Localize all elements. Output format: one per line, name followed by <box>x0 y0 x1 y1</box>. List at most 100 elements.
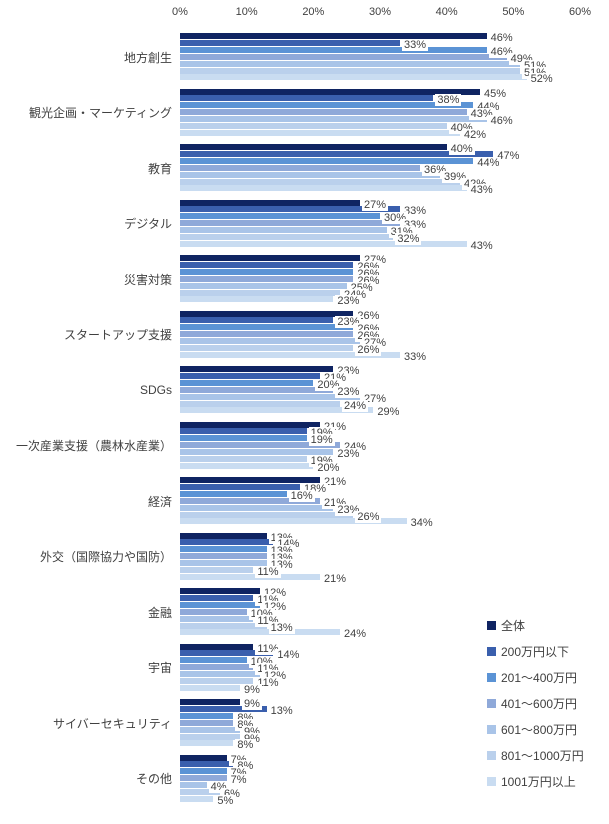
bar <box>180 178 460 185</box>
bar <box>180 400 340 407</box>
bar-value-label: 16% <box>288 489 315 502</box>
bar-value-label: 13% <box>268 704 295 717</box>
bar <box>180 567 254 573</box>
bar <box>180 643 254 650</box>
bar <box>180 553 267 560</box>
bar <box>180 594 254 601</box>
bar <box>180 699 240 705</box>
bar <box>180 199 360 206</box>
bar <box>180 775 227 782</box>
bar <box>180 268 354 275</box>
bar <box>180 719 234 726</box>
bar <box>180 157 474 164</box>
bar <box>180 726 240 733</box>
bar <box>180 435 307 442</box>
bar <box>180 490 287 497</box>
bar <box>180 372 320 379</box>
category-label: 教育 <box>147 161 172 176</box>
bar <box>180 351 400 358</box>
bar <box>180 705 267 712</box>
bar-value-label: 9% <box>242 698 262 710</box>
x-tick-label: 20% <box>302 6 325 18</box>
bar-value-label: 43% <box>468 108 495 121</box>
bar <box>180 768 227 775</box>
bar-value-label: 27% <box>362 198 389 211</box>
bar <box>180 442 340 449</box>
legend-swatch <box>487 698 496 708</box>
bar <box>180 282 347 289</box>
bar <box>180 171 440 178</box>
category-label: 災害対策 <box>123 272 172 287</box>
bar-value-label: 26% <box>355 344 382 356</box>
legend-item: 801～1000万円 <box>487 742 584 768</box>
bar <box>180 684 240 691</box>
x-tick-label: 60% <box>568 6 592 18</box>
bar-value-label: 26% <box>355 309 382 322</box>
bar-value-label: 23% <box>335 385 362 398</box>
bar <box>180 504 334 511</box>
bar-value-label: 23% <box>335 503 362 516</box>
bar-value-label: 43% <box>468 184 495 197</box>
bar-value-label: 5% <box>215 794 236 807</box>
x-tick-label: 50% <box>502 6 525 18</box>
bar-value-label: 13% <box>268 621 295 634</box>
bar <box>180 164 420 171</box>
category-label: 金融 <box>147 605 172 620</box>
x-tick-label: 0% <box>172 6 188 18</box>
bar-value-label: 23% <box>335 295 362 308</box>
category-label: デジタル <box>124 217 172 232</box>
bar <box>180 144 447 150</box>
bar-value-label: 7% <box>228 774 249 787</box>
bar <box>180 53 507 60</box>
bar-value-label: 21% <box>322 572 349 585</box>
bar <box>180 588 260 594</box>
bar <box>180 296 334 303</box>
bar-value-label: 20% <box>315 378 342 391</box>
bar <box>180 240 467 247</box>
bar <box>180 116 487 123</box>
bar <box>180 407 374 414</box>
bar <box>180 220 400 227</box>
bar-value-label: 30% <box>382 212 409 225</box>
bar <box>180 366 334 372</box>
bar <box>180 650 274 657</box>
bar-value-label: 46% <box>488 115 515 128</box>
bar <box>180 421 320 428</box>
bar <box>180 275 354 282</box>
bar-value-label: 43% <box>468 239 495 252</box>
bar <box>180 712 234 719</box>
bar <box>180 123 447 129</box>
bar-value-label: 11% <box>255 642 281 655</box>
bar <box>180 185 467 192</box>
bar <box>180 560 267 567</box>
legend-swatch <box>487 646 496 656</box>
bar <box>180 345 354 351</box>
legend-item: 全体 <box>487 612 584 638</box>
bar <box>180 109 467 116</box>
bar <box>180 754 227 761</box>
bar <box>180 150 494 157</box>
bar <box>180 74 527 81</box>
category-label: その他 <box>135 772 172 787</box>
bar <box>180 789 220 795</box>
bar-value-label: 36% <box>422 163 449 176</box>
legend-label: 801～1000万円 <box>501 748 584 763</box>
bar <box>180 33 487 39</box>
bar <box>180 678 254 684</box>
category-label: 一次産業支援（農林水産業） <box>15 439 172 454</box>
bar <box>180 497 320 504</box>
bar <box>180 289 340 296</box>
legend-swatch <box>487 724 496 734</box>
bar <box>180 615 254 622</box>
bar <box>180 795 214 802</box>
bar-value-label: 40% <box>448 143 475 155</box>
bar <box>180 733 240 740</box>
bar <box>180 227 387 234</box>
bar-value-label: 44% <box>475 156 502 169</box>
bar-value-label: 34% <box>408 517 435 530</box>
bar <box>180 102 474 109</box>
bar <box>180 129 460 136</box>
x-tick-label: 30% <box>368 6 392 18</box>
bar <box>180 608 247 615</box>
